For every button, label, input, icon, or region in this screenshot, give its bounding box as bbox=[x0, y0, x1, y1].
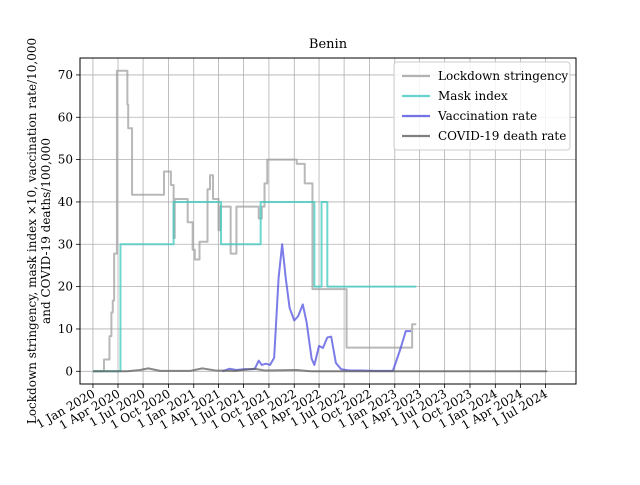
y-axis-label: Lockdown stringency, mask index ×10, vac… bbox=[25, 38, 53, 424]
legend-label: Lockdown stringency bbox=[438, 69, 568, 83]
y-axis-label-line-1: Lockdown stringency, mask index ×10, vac… bbox=[25, 38, 39, 424]
y-tick-label: 60 bbox=[58, 110, 73, 124]
y-tick-label: 0 bbox=[65, 364, 73, 378]
grid bbox=[80, 58, 576, 384]
legend-box bbox=[393, 61, 571, 151]
y-axis-label-line-2: and COVID-19 deaths/100,000 bbox=[39, 138, 53, 324]
legend: Lockdown stringency Mask index Vaccination… bbox=[393, 61, 571, 151]
series-line-covid-19-death-rate bbox=[92, 367, 548, 373]
chart-title: Benin bbox=[309, 37, 348, 52]
plot-frame bbox=[79, 57, 577, 385]
y-tick-label: 50 bbox=[58, 153, 73, 167]
y-tick-label: 70 bbox=[58, 68, 73, 82]
y-tick-label: 10 bbox=[58, 322, 73, 336]
series-line-mask-index bbox=[92, 200, 417, 373]
series-line-lockdown-stringency bbox=[92, 69, 417, 373]
y-tick-label: 30 bbox=[58, 237, 73, 251]
series-layer bbox=[92, 69, 548, 373]
legend-label: Mask index bbox=[438, 89, 508, 103]
legend-label: COVID-19 death rate bbox=[438, 129, 566, 143]
y-tick-label: 20 bbox=[58, 280, 73, 294]
y-tick-label: 40 bbox=[58, 195, 73, 209]
legend-label: Vaccination rate bbox=[437, 109, 537, 123]
